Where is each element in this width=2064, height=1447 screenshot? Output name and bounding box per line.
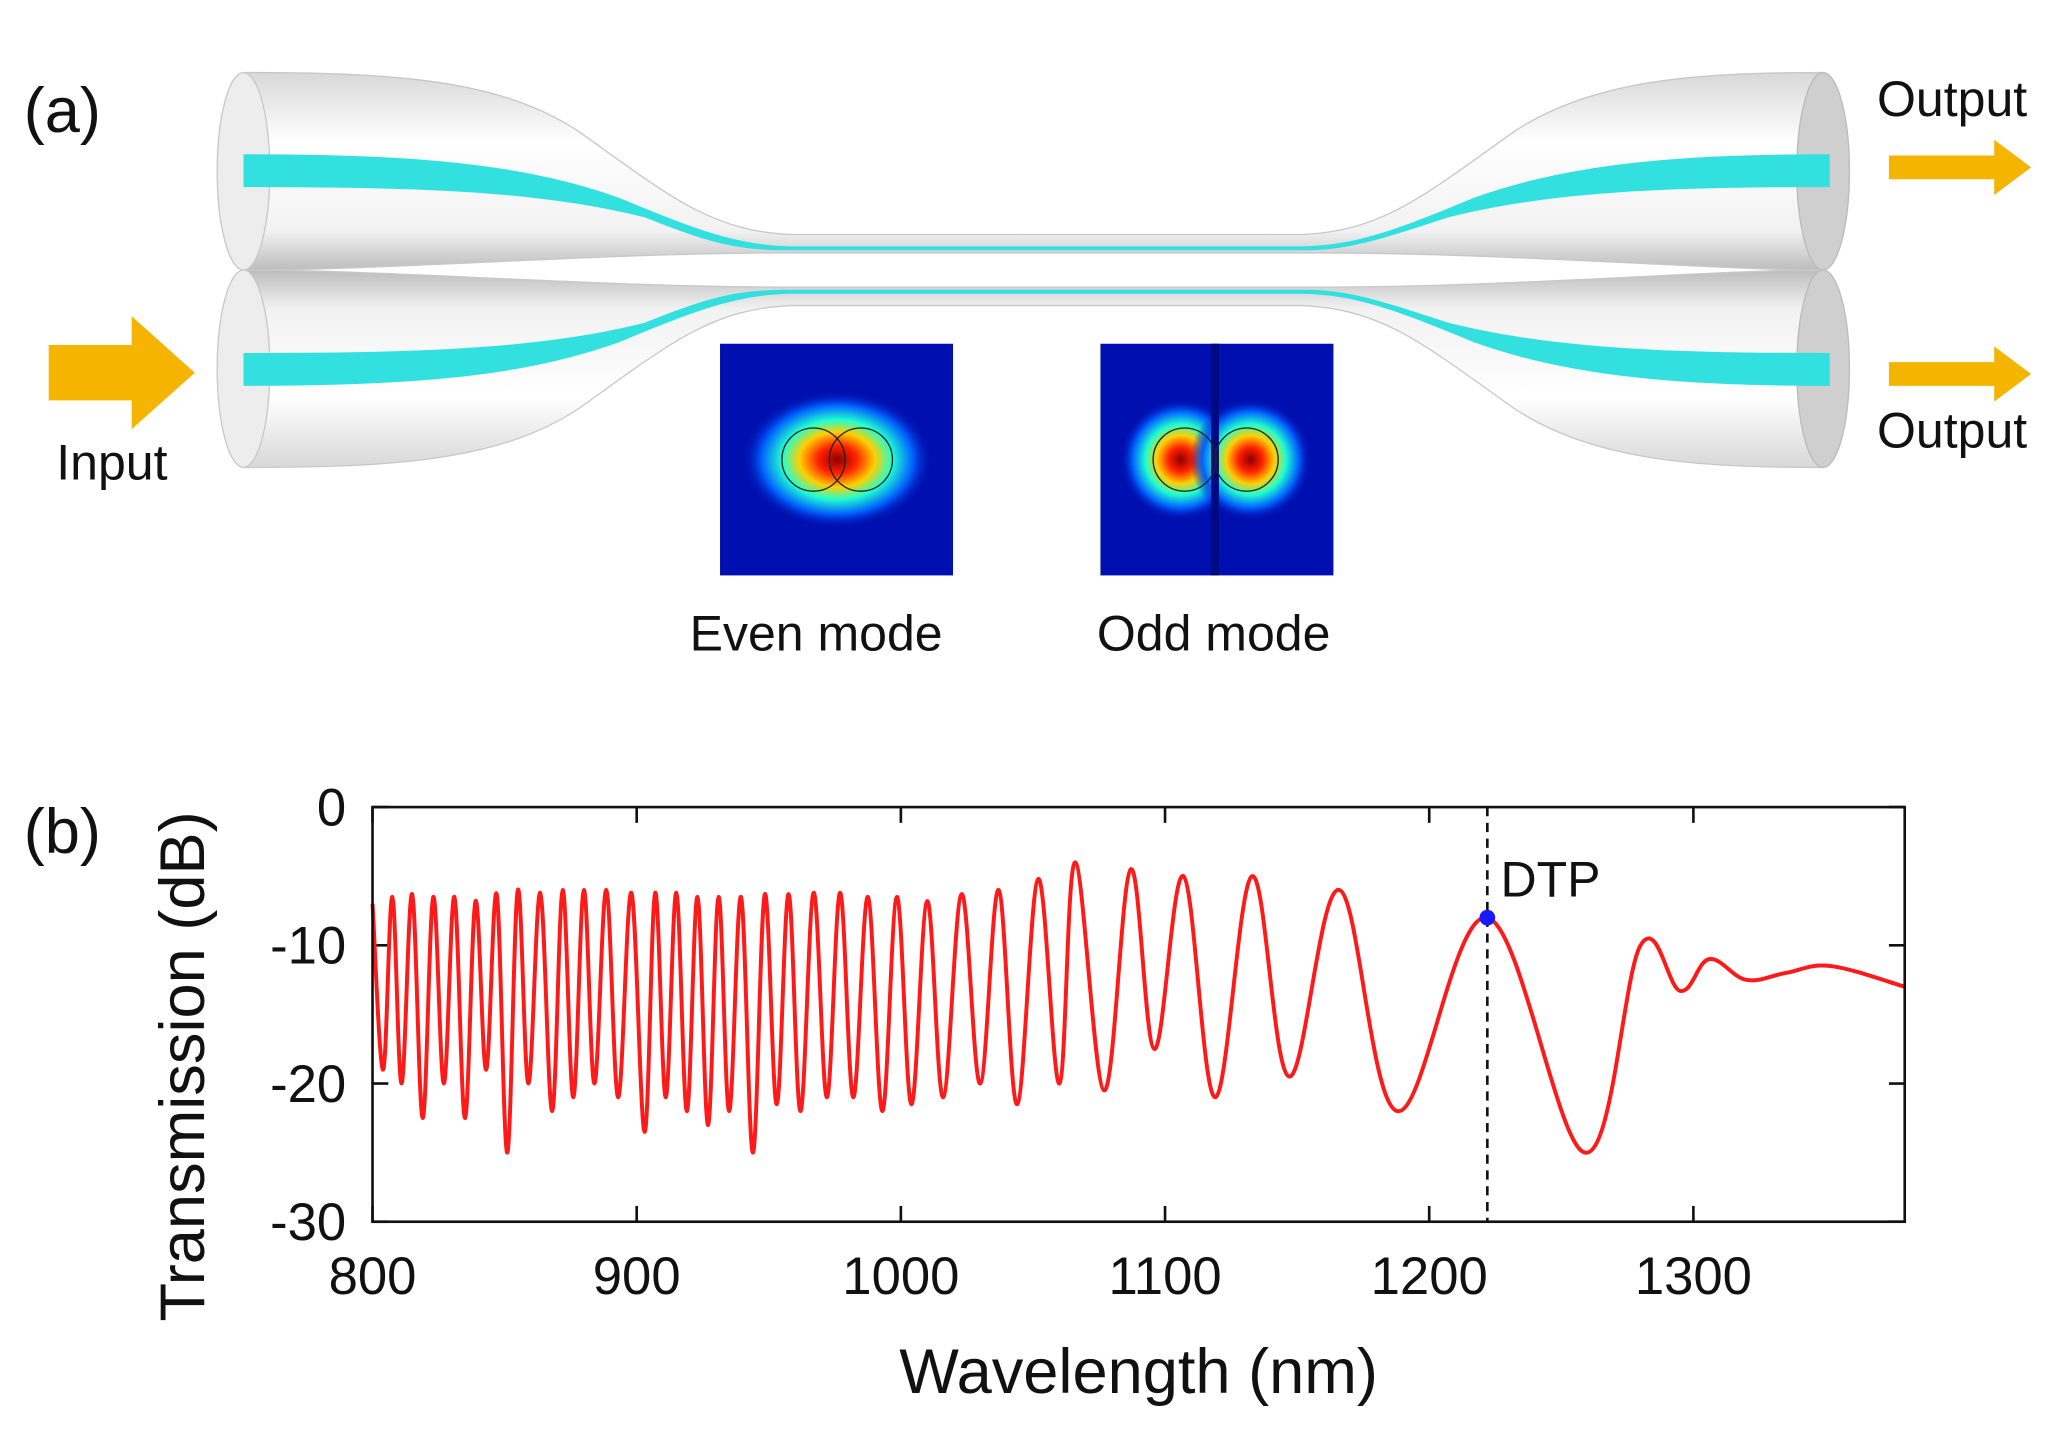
fiber-core bbox=[243, 289, 1830, 386]
input-arrow bbox=[48, 316, 195, 430]
core-outline bbox=[781, 427, 846, 492]
output-arrow bbox=[1888, 346, 2032, 402]
y-tick-label: -30 bbox=[270, 1193, 346, 1252]
y-tick-label: -20 bbox=[270, 1055, 346, 1114]
core-outline bbox=[1152, 427, 1217, 492]
output-label: Output bbox=[1877, 403, 2027, 459]
x-tick-label: 1000 bbox=[842, 1247, 959, 1306]
fiber-core bbox=[243, 154, 1830, 251]
mode-label: Even mode bbox=[690, 605, 943, 661]
x-tick-label: 1300 bbox=[1635, 1247, 1752, 1306]
y-axis-title: Transmission (dB) bbox=[148, 811, 218, 1321]
x-tick-label: 1200 bbox=[1371, 1247, 1488, 1306]
coupler-diagram: (a) Input Output Output Even mode Odd mo… bbox=[24, 71, 2032, 661]
plot-frame bbox=[371, 805, 1907, 1224]
mode-field bbox=[742, 391, 932, 529]
y-tick-label: 0 bbox=[317, 779, 346, 838]
dtp-marker bbox=[1479, 909, 1496, 926]
core-outline bbox=[1214, 427, 1279, 492]
mode-field bbox=[1189, 399, 1312, 521]
x-tick-label: 800 bbox=[329, 1247, 417, 1306]
x-tick-label: 900 bbox=[593, 1247, 681, 1306]
input-label: Input bbox=[56, 434, 167, 490]
output-arrow bbox=[1888, 139, 2032, 195]
dtp-label: DTP bbox=[1500, 852, 1600, 908]
panel-label: (b) bbox=[24, 797, 101, 867]
mode-label: Odd mode bbox=[1097, 605, 1331, 661]
x-axis-title: Wavelength (nm) bbox=[899, 1337, 1378, 1407]
panel-label: (a) bbox=[24, 76, 101, 146]
core-outline bbox=[828, 427, 894, 492]
y-tick-label: -10 bbox=[270, 917, 346, 976]
output-label: Output bbox=[1877, 71, 2027, 127]
transmission-line bbox=[370, 860, 1906, 1155]
x-tick-label: 1100 bbox=[1108, 1247, 1221, 1306]
